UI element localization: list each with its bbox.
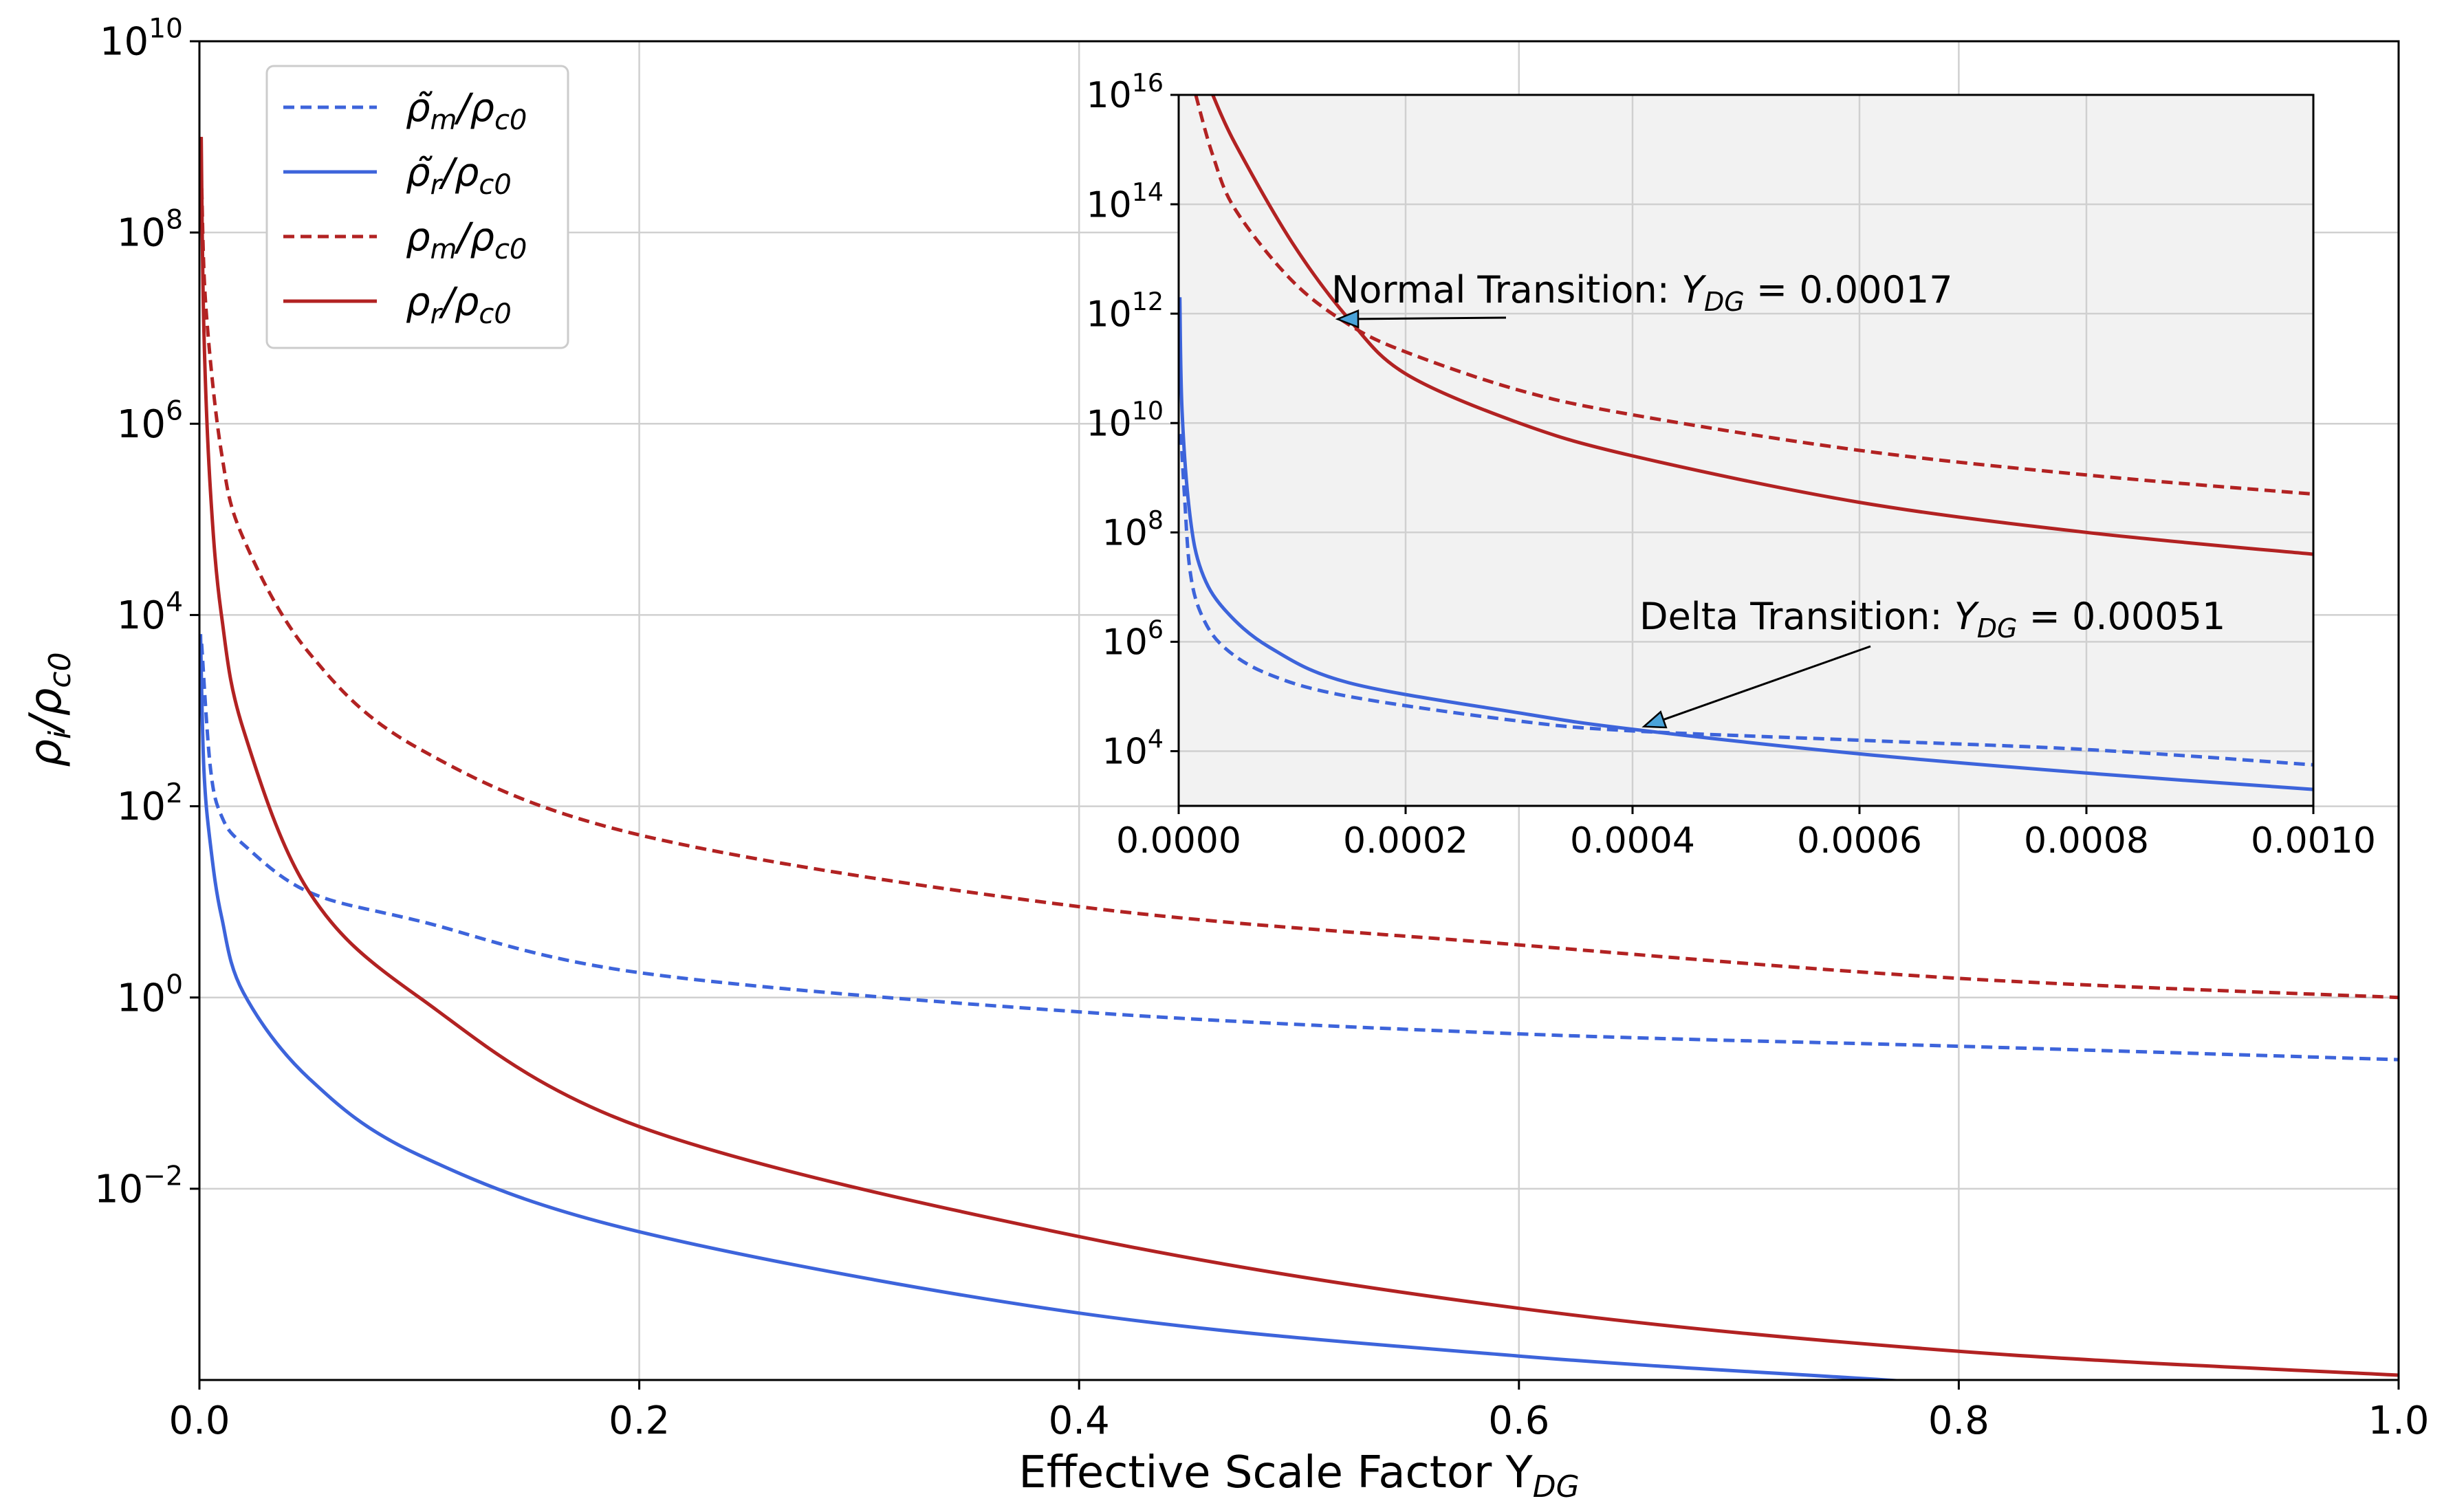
legend: ρ̃m/ρc0 ρ̃r/ρc0 ρm/ρc0 ρr/ρc0 bbox=[265, 65, 569, 349]
main-frame bbox=[198, 40, 2400, 1381]
x-tick-label: 0.0004 bbox=[1570, 820, 1695, 862]
x-tick-label: 0.2 bbox=[609, 1399, 670, 1443]
series-line-0 bbox=[1179, 433, 2313, 767]
y-tick-label: 108 bbox=[1102, 505, 1164, 554]
y-tick-label: 108 bbox=[117, 205, 183, 256]
legend-label-3: ρr/ρc0 bbox=[406, 280, 512, 330]
y-tick-label: 1012 bbox=[1087, 287, 1164, 335]
y-tick-label: 104 bbox=[1102, 724, 1164, 772]
inset-y-ticks: 1016 1014 1012 1010 108 106 104 bbox=[1087, 68, 1179, 773]
annotation-label-1: Delta Transition: YDG = 0.00051 bbox=[1639, 595, 2225, 644]
main-y-ticks: 1010 108 106 104 102 100 10−2 bbox=[94, 13, 199, 1212]
x-tick-label: 1.0 bbox=[2368, 1399, 2429, 1443]
inset-axes: 0.0000 0.0002 0.0004 0.0006 0.0008 0.0010 101… bbox=[1087, 68, 2376, 862]
series-line-3 bbox=[199, 137, 2399, 1377]
series-line-0 bbox=[199, 643, 2399, 1062]
main-series bbox=[199, 137, 2399, 1380]
x-tick-label: 0.0000 bbox=[1116, 820, 1241, 862]
inset-frame bbox=[1177, 94, 2315, 807]
y-tick-label: 104 bbox=[117, 587, 183, 638]
series-line-3 bbox=[1211, 95, 2313, 556]
x-tick-label: 0.0010 bbox=[2251, 820, 2376, 862]
legend-label-1: ρ̃r/ρc0 bbox=[406, 151, 512, 201]
y-axis-title: ρi/ρc0 bbox=[21, 652, 78, 767]
series-line-1 bbox=[199, 634, 1914, 1380]
y-tick-label: 1010 bbox=[1087, 396, 1164, 444]
main-x-ticks: 0.0 0.2 0.4 0.6 0.8 1.0 bbox=[168, 1380, 2430, 1443]
x-tick-label: 0.0 bbox=[168, 1399, 230, 1443]
inset-grid bbox=[1179, 95, 2313, 806]
annotation-arrow-0 bbox=[1357, 316, 1507, 320]
annotation-arrowhead-0 bbox=[1335, 309, 1360, 329]
legend-label-0: ρ̃m/ρc0 bbox=[406, 86, 527, 136]
x-tick-label: 0.6 bbox=[1488, 1399, 1549, 1443]
x-axis-title: Effective Scale Factor Y​DG bbox=[1018, 1447, 1579, 1504]
x-tick-label: 0.0002 bbox=[1343, 820, 1468, 862]
x-tick-label: 0.8 bbox=[1928, 1399, 1989, 1443]
y-tick-label: 102 bbox=[117, 778, 183, 829]
y-tick-label: 1016 bbox=[1087, 68, 1164, 116]
series-line-2 bbox=[1194, 95, 2313, 496]
series-line-2 bbox=[199, 137, 2399, 1000]
x-tick-label: 0.4 bbox=[1049, 1399, 1110, 1443]
annotation-arrow-1 bbox=[1663, 645, 1871, 721]
inset-series bbox=[1179, 95, 2313, 791]
y-tick-label: 10−2 bbox=[94, 1161, 183, 1212]
y-tick-label: 100 bbox=[117, 969, 183, 1020]
y-tick-label: 1014 bbox=[1087, 177, 1164, 226]
annotation-arrowhead-1 bbox=[1641, 710, 1668, 729]
inset-annotations: Normal Transition: YDG = 0.00017 Delta Tr… bbox=[1331, 268, 2225, 729]
y-tick-label: 106 bbox=[117, 396, 183, 447]
legend-box bbox=[265, 65, 569, 349]
legend-label-2: ρm/ρc0 bbox=[406, 215, 527, 265]
y-tick-label: 106 bbox=[1102, 615, 1164, 663]
inset-x-ticks: 0.0000 0.0002 0.0004 0.0006 0.0008 0.0010 bbox=[1116, 806, 2376, 862]
x-tick-label: 0.0008 bbox=[2024, 820, 2149, 862]
series-line-1 bbox=[1179, 297, 2313, 791]
x-tick-label: 0.0006 bbox=[1797, 820, 1922, 862]
inset-background bbox=[1179, 95, 2313, 806]
annotation-label-0: Normal Transition: YDG = 0.00017 bbox=[1331, 268, 1953, 317]
y-tick-label: 1010 bbox=[100, 13, 183, 64]
